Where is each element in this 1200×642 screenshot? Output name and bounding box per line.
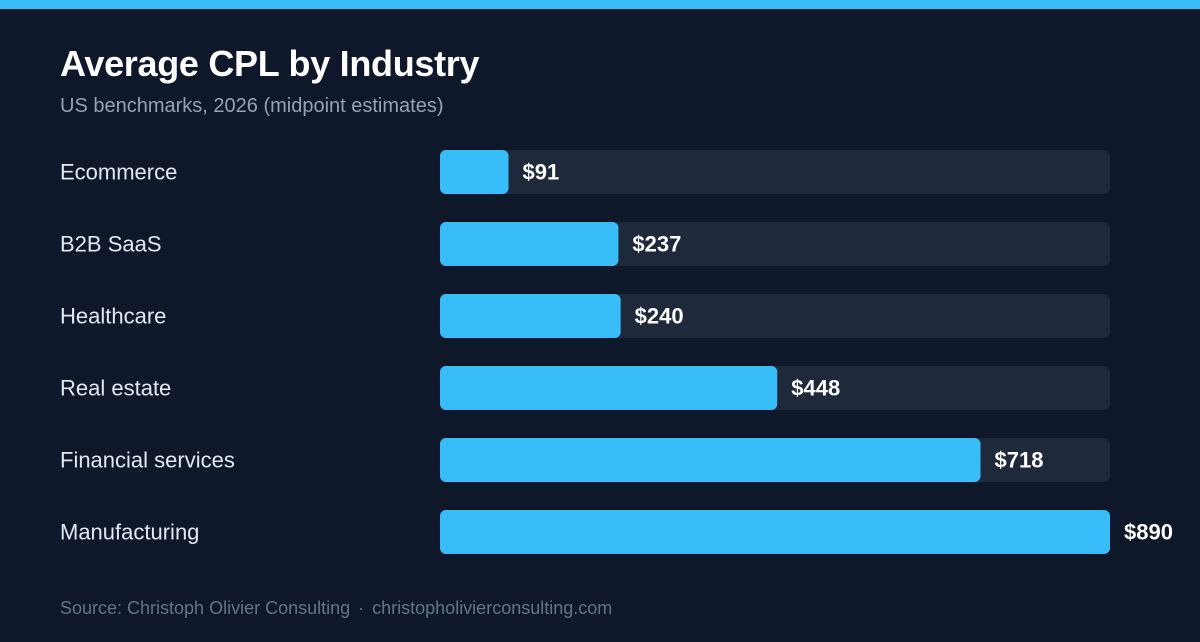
chart-title: Average CPL by Industry	[60, 43, 480, 84]
category-label: Ecommerce	[60, 160, 177, 185]
value-label: $448	[791, 376, 840, 401]
bar-b2b-saas	[440, 222, 619, 266]
website-link[interactable]: christopholivierconsulting.com	[372, 598, 613, 618]
bar-row-manufacturing: Manufacturing $890	[60, 510, 1173, 554]
bar-manufacturing	[440, 510, 1110, 554]
category-label: Real estate	[60, 376, 171, 401]
top-accent-bar	[0, 0, 1200, 9]
bar-row-ecommerce: Ecommerce $91	[60, 150, 1110, 194]
bar-track	[440, 150, 1110, 194]
bar-ecommerce	[440, 150, 509, 194]
bar-row-b2b-saas: B2B SaaS $237	[60, 222, 1110, 266]
bar-real-estate	[440, 366, 778, 410]
bar-row-real-estate: Real estate $448	[60, 366, 1110, 410]
bar-row-financial-services: Financial services $718	[60, 438, 1110, 482]
category-label: Healthcare	[60, 304, 166, 329]
value-label: $890	[1124, 520, 1173, 545]
chart-subtitle: US benchmarks, 2026 (midpoint estimates)	[60, 95, 444, 117]
value-label: $237	[632, 232, 681, 257]
value-label: $91	[523, 160, 560, 185]
footer: Source: Christoph Olivier Consulting · chr…	[60, 597, 612, 619]
bar-healthcare	[440, 294, 621, 338]
category-label: Financial services	[60, 448, 235, 473]
value-label: $240	[635, 304, 684, 329]
bar-financial-services	[440, 438, 981, 482]
category-label: Manufacturing	[60, 520, 199, 545]
source-credit: Source: Christoph Olivier Consulting	[60, 598, 351, 618]
footer-separator: ·	[358, 598, 365, 618]
value-label: $718	[995, 448, 1044, 473]
category-label: B2B SaaS	[60, 232, 162, 257]
bar-row-healthcare: Healthcare $240	[60, 294, 1110, 338]
